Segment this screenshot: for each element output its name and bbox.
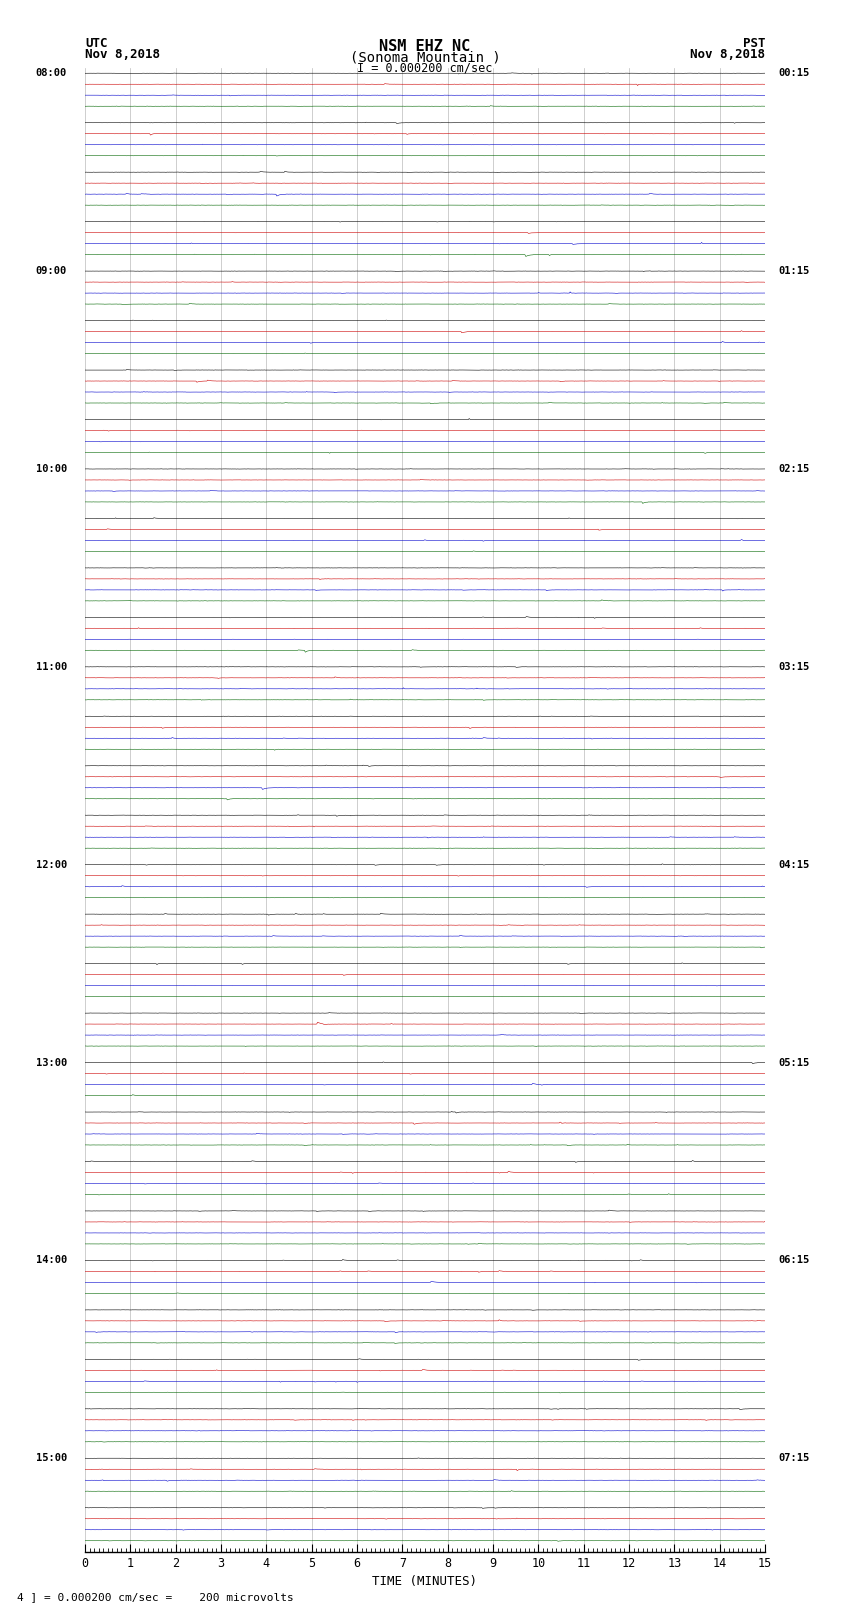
Text: (Sonoma Mountain ): (Sonoma Mountain ) — [349, 50, 501, 65]
Text: 13:00: 13:00 — [36, 1058, 67, 1068]
Text: 02:15: 02:15 — [779, 465, 810, 474]
Text: 03:15: 03:15 — [779, 661, 810, 673]
Text: 10:00: 10:00 — [36, 465, 67, 474]
Text: 06:15: 06:15 — [779, 1255, 810, 1266]
Text: 12:00: 12:00 — [36, 860, 67, 869]
Text: 08:00: 08:00 — [36, 68, 67, 79]
Text: 14:00: 14:00 — [36, 1255, 67, 1266]
Text: I = 0.000200 cm/sec: I = 0.000200 cm/sec — [357, 61, 493, 74]
Text: 11:00: 11:00 — [36, 661, 67, 673]
Text: Nov 8,2018: Nov 8,2018 — [85, 48, 160, 61]
Text: 15:00: 15:00 — [36, 1453, 67, 1463]
Text: UTC: UTC — [85, 37, 107, 50]
Text: NSM EHZ NC: NSM EHZ NC — [379, 39, 471, 53]
Text: 01:15: 01:15 — [779, 266, 810, 276]
Text: Nov 8,2018: Nov 8,2018 — [690, 48, 765, 61]
Text: 4 ] = 0.000200 cm/sec =    200 microvolts: 4 ] = 0.000200 cm/sec = 200 microvolts — [17, 1592, 294, 1602]
Text: 05:15: 05:15 — [779, 1058, 810, 1068]
Text: PST: PST — [743, 37, 765, 50]
Text: 00:15: 00:15 — [779, 68, 810, 79]
Text: 04:15: 04:15 — [779, 860, 810, 869]
X-axis label: TIME (MINUTES): TIME (MINUTES) — [372, 1576, 478, 1589]
Text: 07:15: 07:15 — [779, 1453, 810, 1463]
Text: 09:00: 09:00 — [36, 266, 67, 276]
